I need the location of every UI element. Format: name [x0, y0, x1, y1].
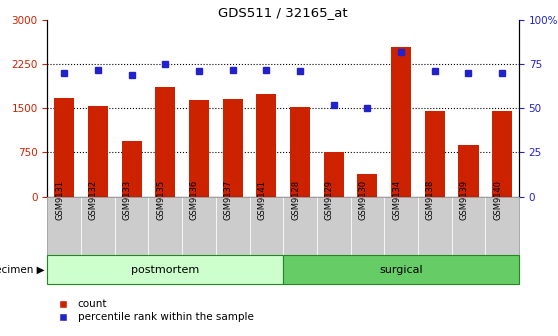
- Text: GSM9130: GSM9130: [358, 179, 367, 219]
- Title: GDS511 / 32165_at: GDS511 / 32165_at: [218, 6, 348, 19]
- Text: GSM9137: GSM9137: [224, 179, 233, 220]
- Bar: [418, 197, 451, 255]
- Text: surgical: surgical: [379, 265, 423, 275]
- Bar: [182, 197, 216, 255]
- Bar: [492, 111, 512, 197]
- Text: postmortem: postmortem: [131, 265, 199, 275]
- Bar: [357, 174, 377, 197]
- Bar: [350, 197, 384, 255]
- Bar: [81, 197, 115, 255]
- Bar: [122, 141, 142, 197]
- Bar: [256, 94, 276, 197]
- Bar: [47, 255, 283, 284]
- Text: GSM9128: GSM9128: [291, 179, 300, 219]
- Bar: [115, 197, 148, 255]
- Bar: [290, 107, 310, 197]
- Bar: [148, 197, 182, 255]
- Bar: [283, 197, 317, 255]
- Text: GSM9131: GSM9131: [55, 179, 64, 219]
- Bar: [88, 106, 108, 197]
- Bar: [425, 111, 445, 197]
- Text: GSM9140: GSM9140: [493, 179, 502, 219]
- Legend: count, percentile rank within the sample: count, percentile rank within the sample: [52, 299, 253, 322]
- Bar: [189, 100, 209, 197]
- Text: GSM9138: GSM9138: [426, 179, 435, 220]
- Bar: [485, 197, 519, 255]
- Bar: [317, 197, 350, 255]
- Text: GSM9132: GSM9132: [89, 179, 98, 219]
- Bar: [249, 197, 283, 255]
- Text: specimen ▶: specimen ▶: [0, 265, 45, 275]
- Bar: [216, 197, 249, 255]
- Bar: [155, 87, 175, 197]
- Bar: [391, 47, 411, 197]
- Text: GSM9141: GSM9141: [257, 179, 266, 219]
- Text: GSM9139: GSM9139: [459, 179, 468, 219]
- Bar: [223, 99, 243, 197]
- Text: GSM9134: GSM9134: [392, 179, 401, 219]
- Bar: [458, 145, 479, 197]
- Text: GSM9133: GSM9133: [123, 179, 132, 220]
- Text: GSM9129: GSM9129: [325, 179, 334, 219]
- Bar: [324, 152, 344, 197]
- Bar: [451, 197, 485, 255]
- Bar: [47, 197, 81, 255]
- Bar: [384, 197, 418, 255]
- Text: GSM9136: GSM9136: [190, 179, 199, 220]
- Text: GSM9135: GSM9135: [156, 179, 165, 219]
- Bar: [54, 98, 74, 197]
- Bar: [283, 255, 519, 284]
